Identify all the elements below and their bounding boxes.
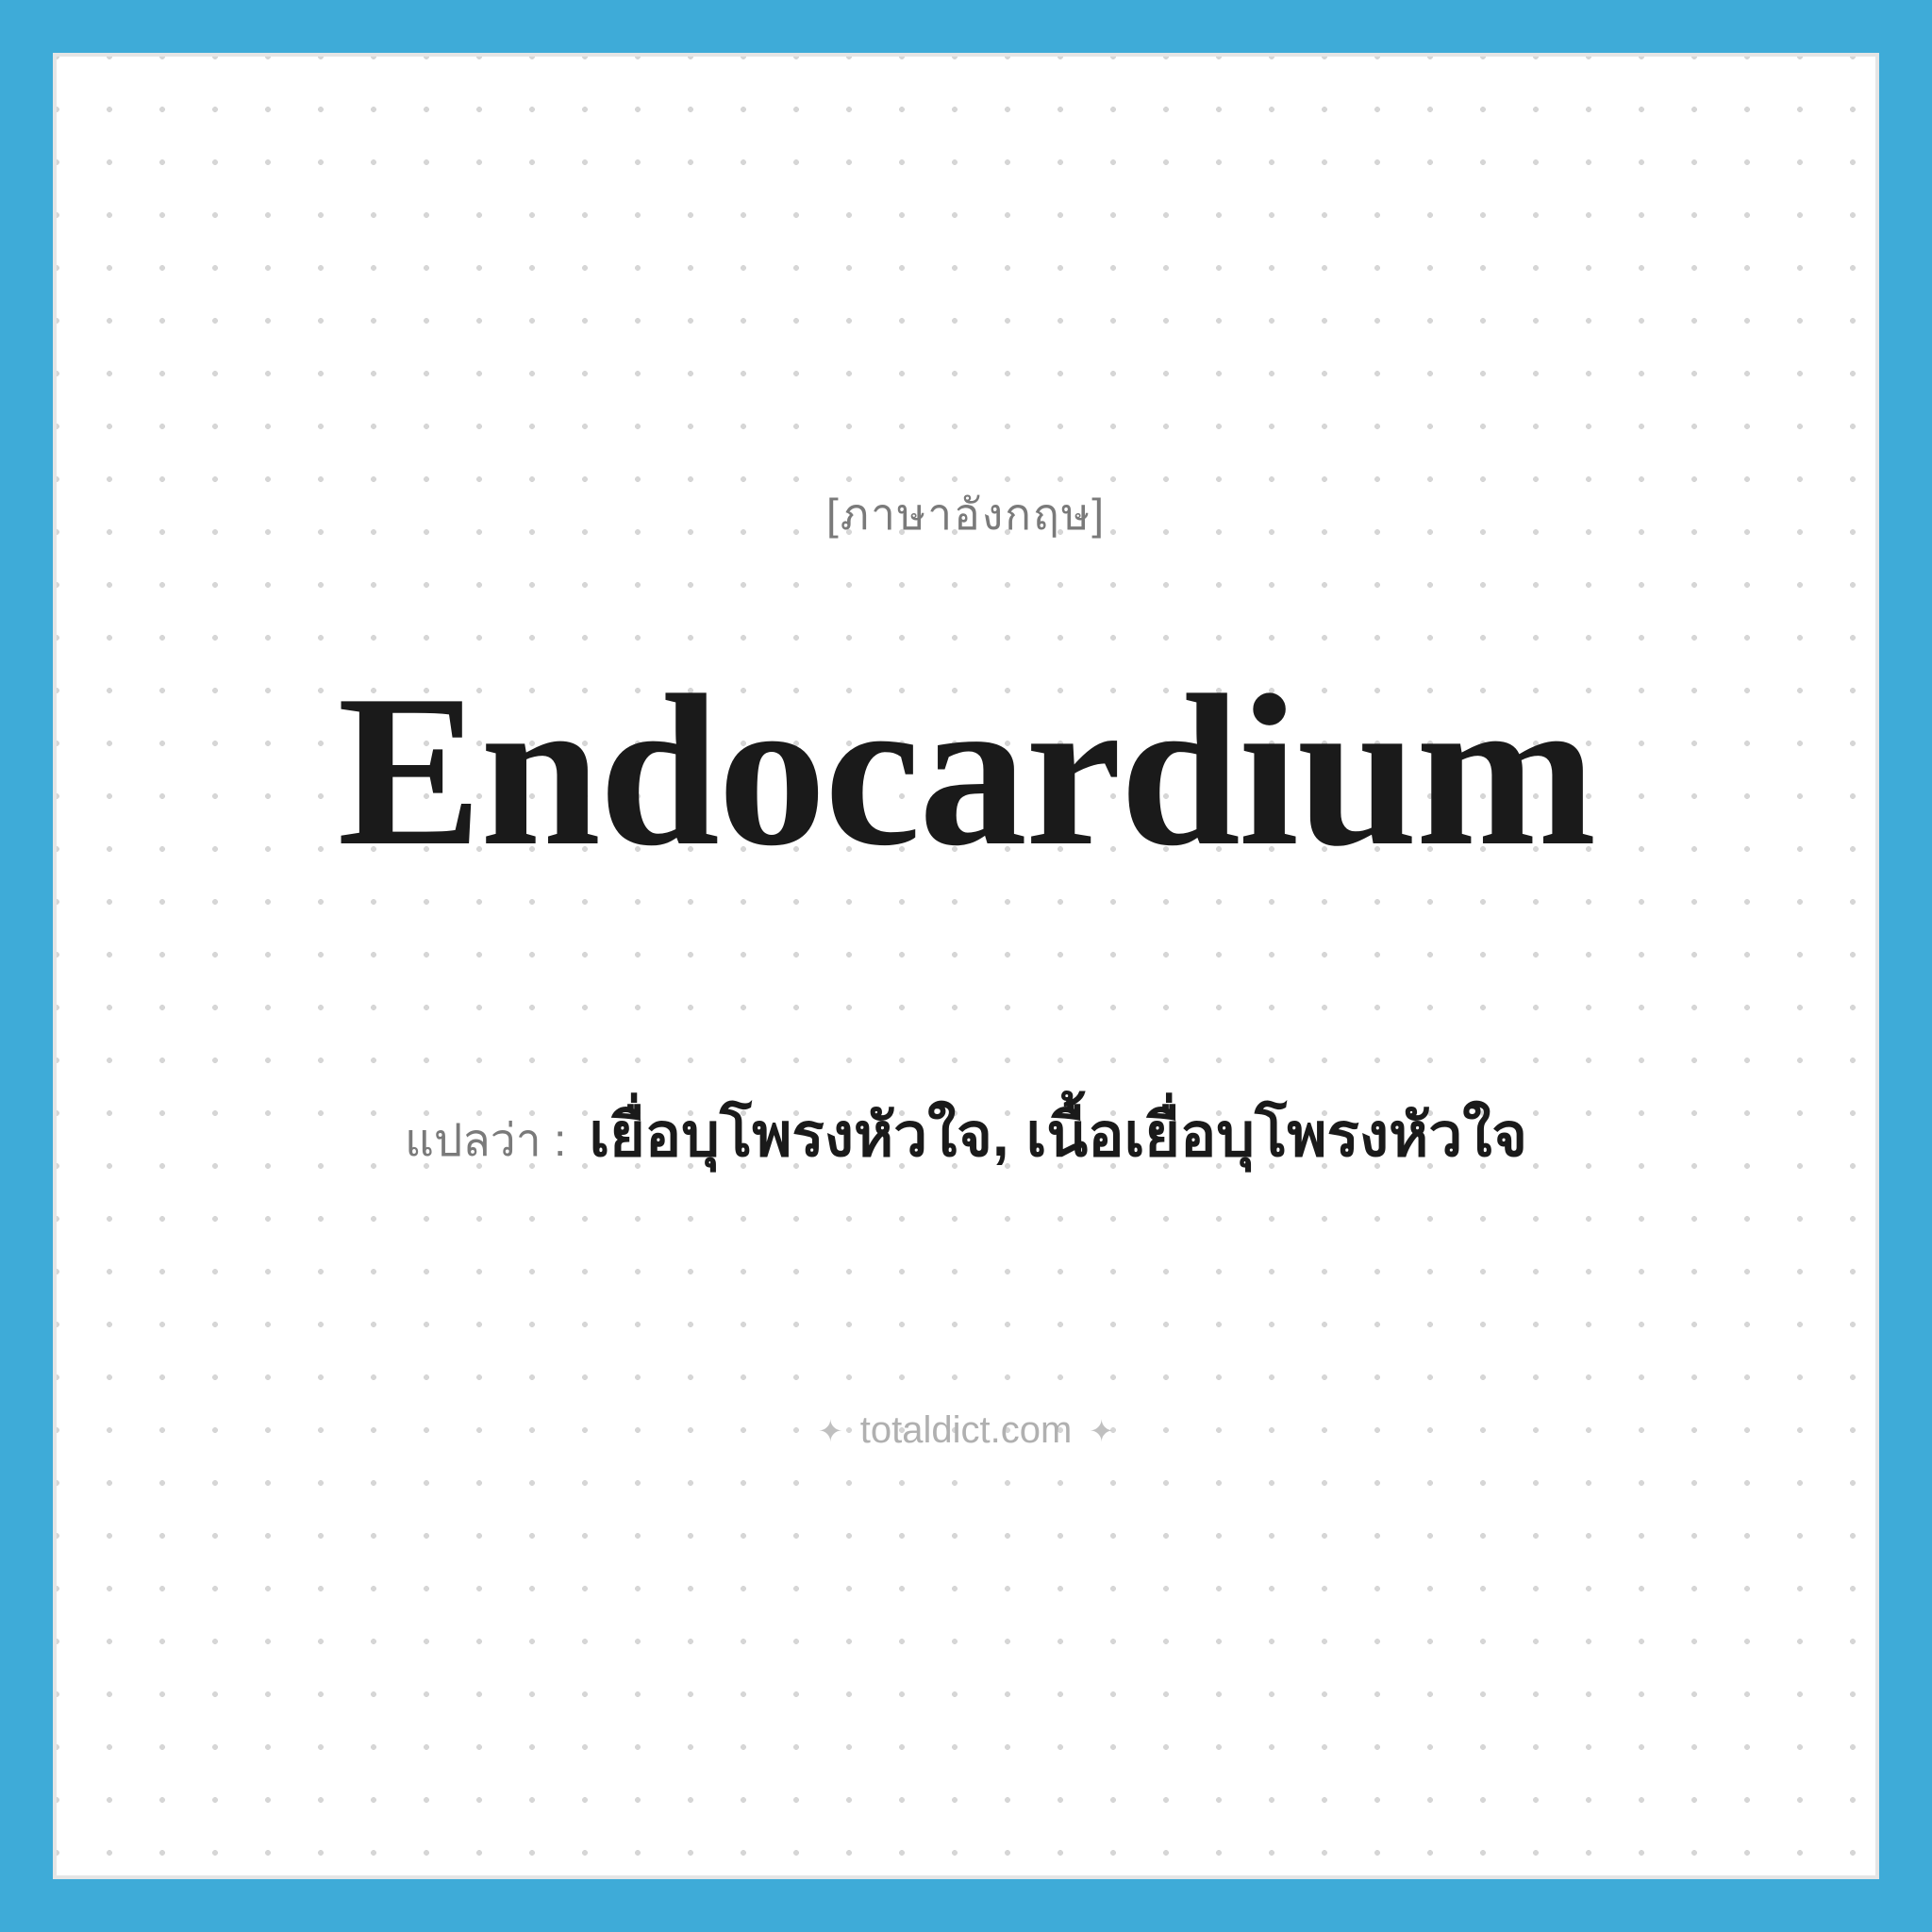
footer-brand: ✦ totaldict.com ✦ <box>818 1409 1114 1452</box>
translation-label: แปลว่า : <box>405 1105 566 1176</box>
brand-text: totaldict.com <box>860 1409 1073 1452</box>
translation-value: เยื่อบุโพรงหัวใจ, เนื้อเยื่อบุโพรงหัวใจ <box>589 1087 1527 1183</box>
translation-row: แปลว่า : เยื่อบุโพรงหัวใจ, เนื้อเยื่อบุโ… <box>405 1087 1527 1183</box>
sparkle-right-icon: ✦ <box>1089 1413 1114 1449</box>
dictionary-card: [ภาษาอังกฤษ] Endocardium แปลว่า : เยื่อบ… <box>53 53 1879 1879</box>
outer-frame: [ภาษาอังกฤษ] Endocardium แปลว่า : เยื่อบ… <box>0 0 1932 1932</box>
sparkle-left-icon: ✦ <box>818 1413 843 1449</box>
language-label: [ภาษาอังกฤษ] <box>826 480 1106 549</box>
headword: Endocardium <box>338 662 1595 879</box>
